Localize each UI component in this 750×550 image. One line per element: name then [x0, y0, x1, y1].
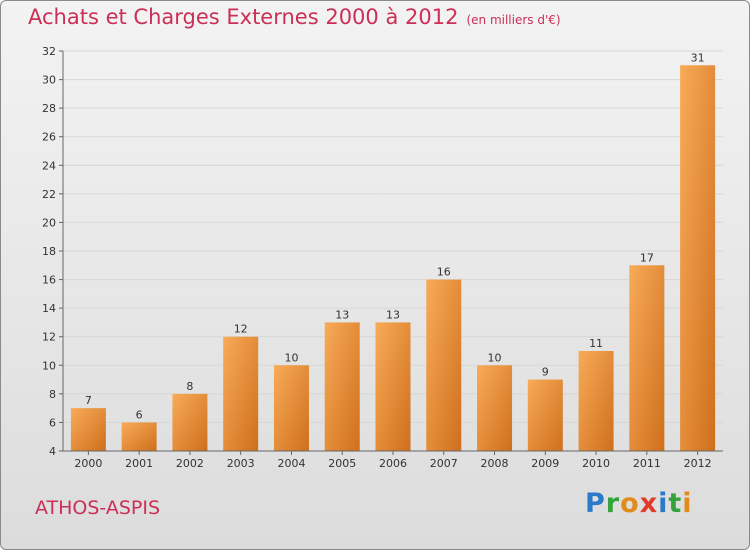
bar: [680, 65, 716, 452]
y-tick-label: 22: [42, 188, 56, 201]
y-tick-label: 20: [42, 216, 56, 229]
bar: [578, 351, 614, 451]
x-tick-label: 2007: [430, 457, 458, 470]
logo-letter: r: [605, 488, 621, 519]
chart-title: Achats et Charges Externes 2000 à 2012 (e…: [28, 5, 561, 29]
value-label: 13: [386, 308, 400, 321]
bar: [629, 265, 665, 451]
y-tick-label: 26: [42, 131, 56, 144]
y-tick-label: 16: [42, 274, 56, 287]
y-tick-label: 10: [42, 359, 56, 372]
bar: [172, 393, 208, 451]
value-label: 10: [284, 351, 298, 364]
value-label: 10: [488, 351, 502, 364]
y-tick-label: 8: [49, 388, 56, 401]
y-tick-label: 18: [42, 245, 56, 258]
value-label: 8: [186, 380, 193, 393]
logo-letter: t: [668, 488, 683, 519]
value-label: 6: [136, 408, 143, 421]
value-labels-group: 7 6 8 12 10 13 13 16 10 9 11 17 31: [85, 51, 705, 421]
x-tick-label: 2009: [531, 457, 559, 470]
x-tick-label: 2005: [328, 457, 356, 470]
x-tick-label: 2004: [277, 457, 305, 470]
value-label: 31: [691, 51, 705, 64]
x-tick-label: 2012: [684, 457, 712, 470]
y-ticks-group: 4 6 8 10 12 14 16 18 20 22 24 26 28 30 32: [42, 45, 63, 458]
bar: [426, 279, 462, 451]
y-tick-label: 14: [42, 302, 56, 315]
x-tick-label: 2011: [633, 457, 661, 470]
value-label: 17: [640, 251, 654, 264]
x-tick-label: 2001: [125, 457, 153, 470]
bar: [527, 379, 563, 451]
bar: [375, 322, 411, 451]
value-label: 12: [234, 323, 248, 336]
value-label: 7: [85, 394, 92, 407]
place-name: ATHOS-ASPIS: [35, 497, 161, 519]
y-tick-label: 6: [49, 416, 56, 429]
value-label: 16: [437, 266, 451, 279]
x-tick-label: 2003: [227, 457, 255, 470]
bar: [324, 322, 360, 451]
y-tick-label: 32: [42, 45, 56, 58]
y-tick-label: 24: [42, 159, 56, 172]
logo-letter: o: [620, 488, 640, 519]
x-tick-label: 2002: [176, 457, 204, 470]
x-tick-label: 2000: [74, 457, 102, 470]
x-ticks-group: 2000 2001 2002 2003 2004 2005 2006 2007 2008 2009…: [74, 451, 712, 470]
logo-letter: P: [585, 488, 606, 519]
bars-group: [70, 65, 716, 452]
chart-title-text: Achats et Charges Externes 2000 à 2012: [28, 5, 459, 29]
x-tick-label: 2008: [481, 457, 509, 470]
logo-letter: i: [682, 488, 693, 519]
bar: [223, 336, 259, 451]
proxiti-logo: Proxiti: [585, 488, 693, 519]
value-label: 9: [542, 366, 549, 379]
y-tick-label: 12: [42, 331, 56, 344]
value-label: 11: [589, 337, 603, 350]
bar: [273, 365, 309, 451]
bar: [70, 408, 106, 451]
logo-letter: x: [639, 488, 659, 519]
y-tick-label: 4: [49, 445, 56, 458]
bar: [477, 365, 513, 451]
y-tick-label: 30: [42, 74, 56, 87]
chart-subtitle: (en milliers d'€): [466, 13, 561, 27]
logo-letter: i: [658, 488, 669, 519]
value-label: 13: [335, 308, 349, 321]
bar: [121, 422, 157, 451]
x-tick-label: 2006: [379, 457, 407, 470]
x-tick-label: 2010: [582, 457, 610, 470]
y-tick-label: 28: [42, 102, 56, 115]
